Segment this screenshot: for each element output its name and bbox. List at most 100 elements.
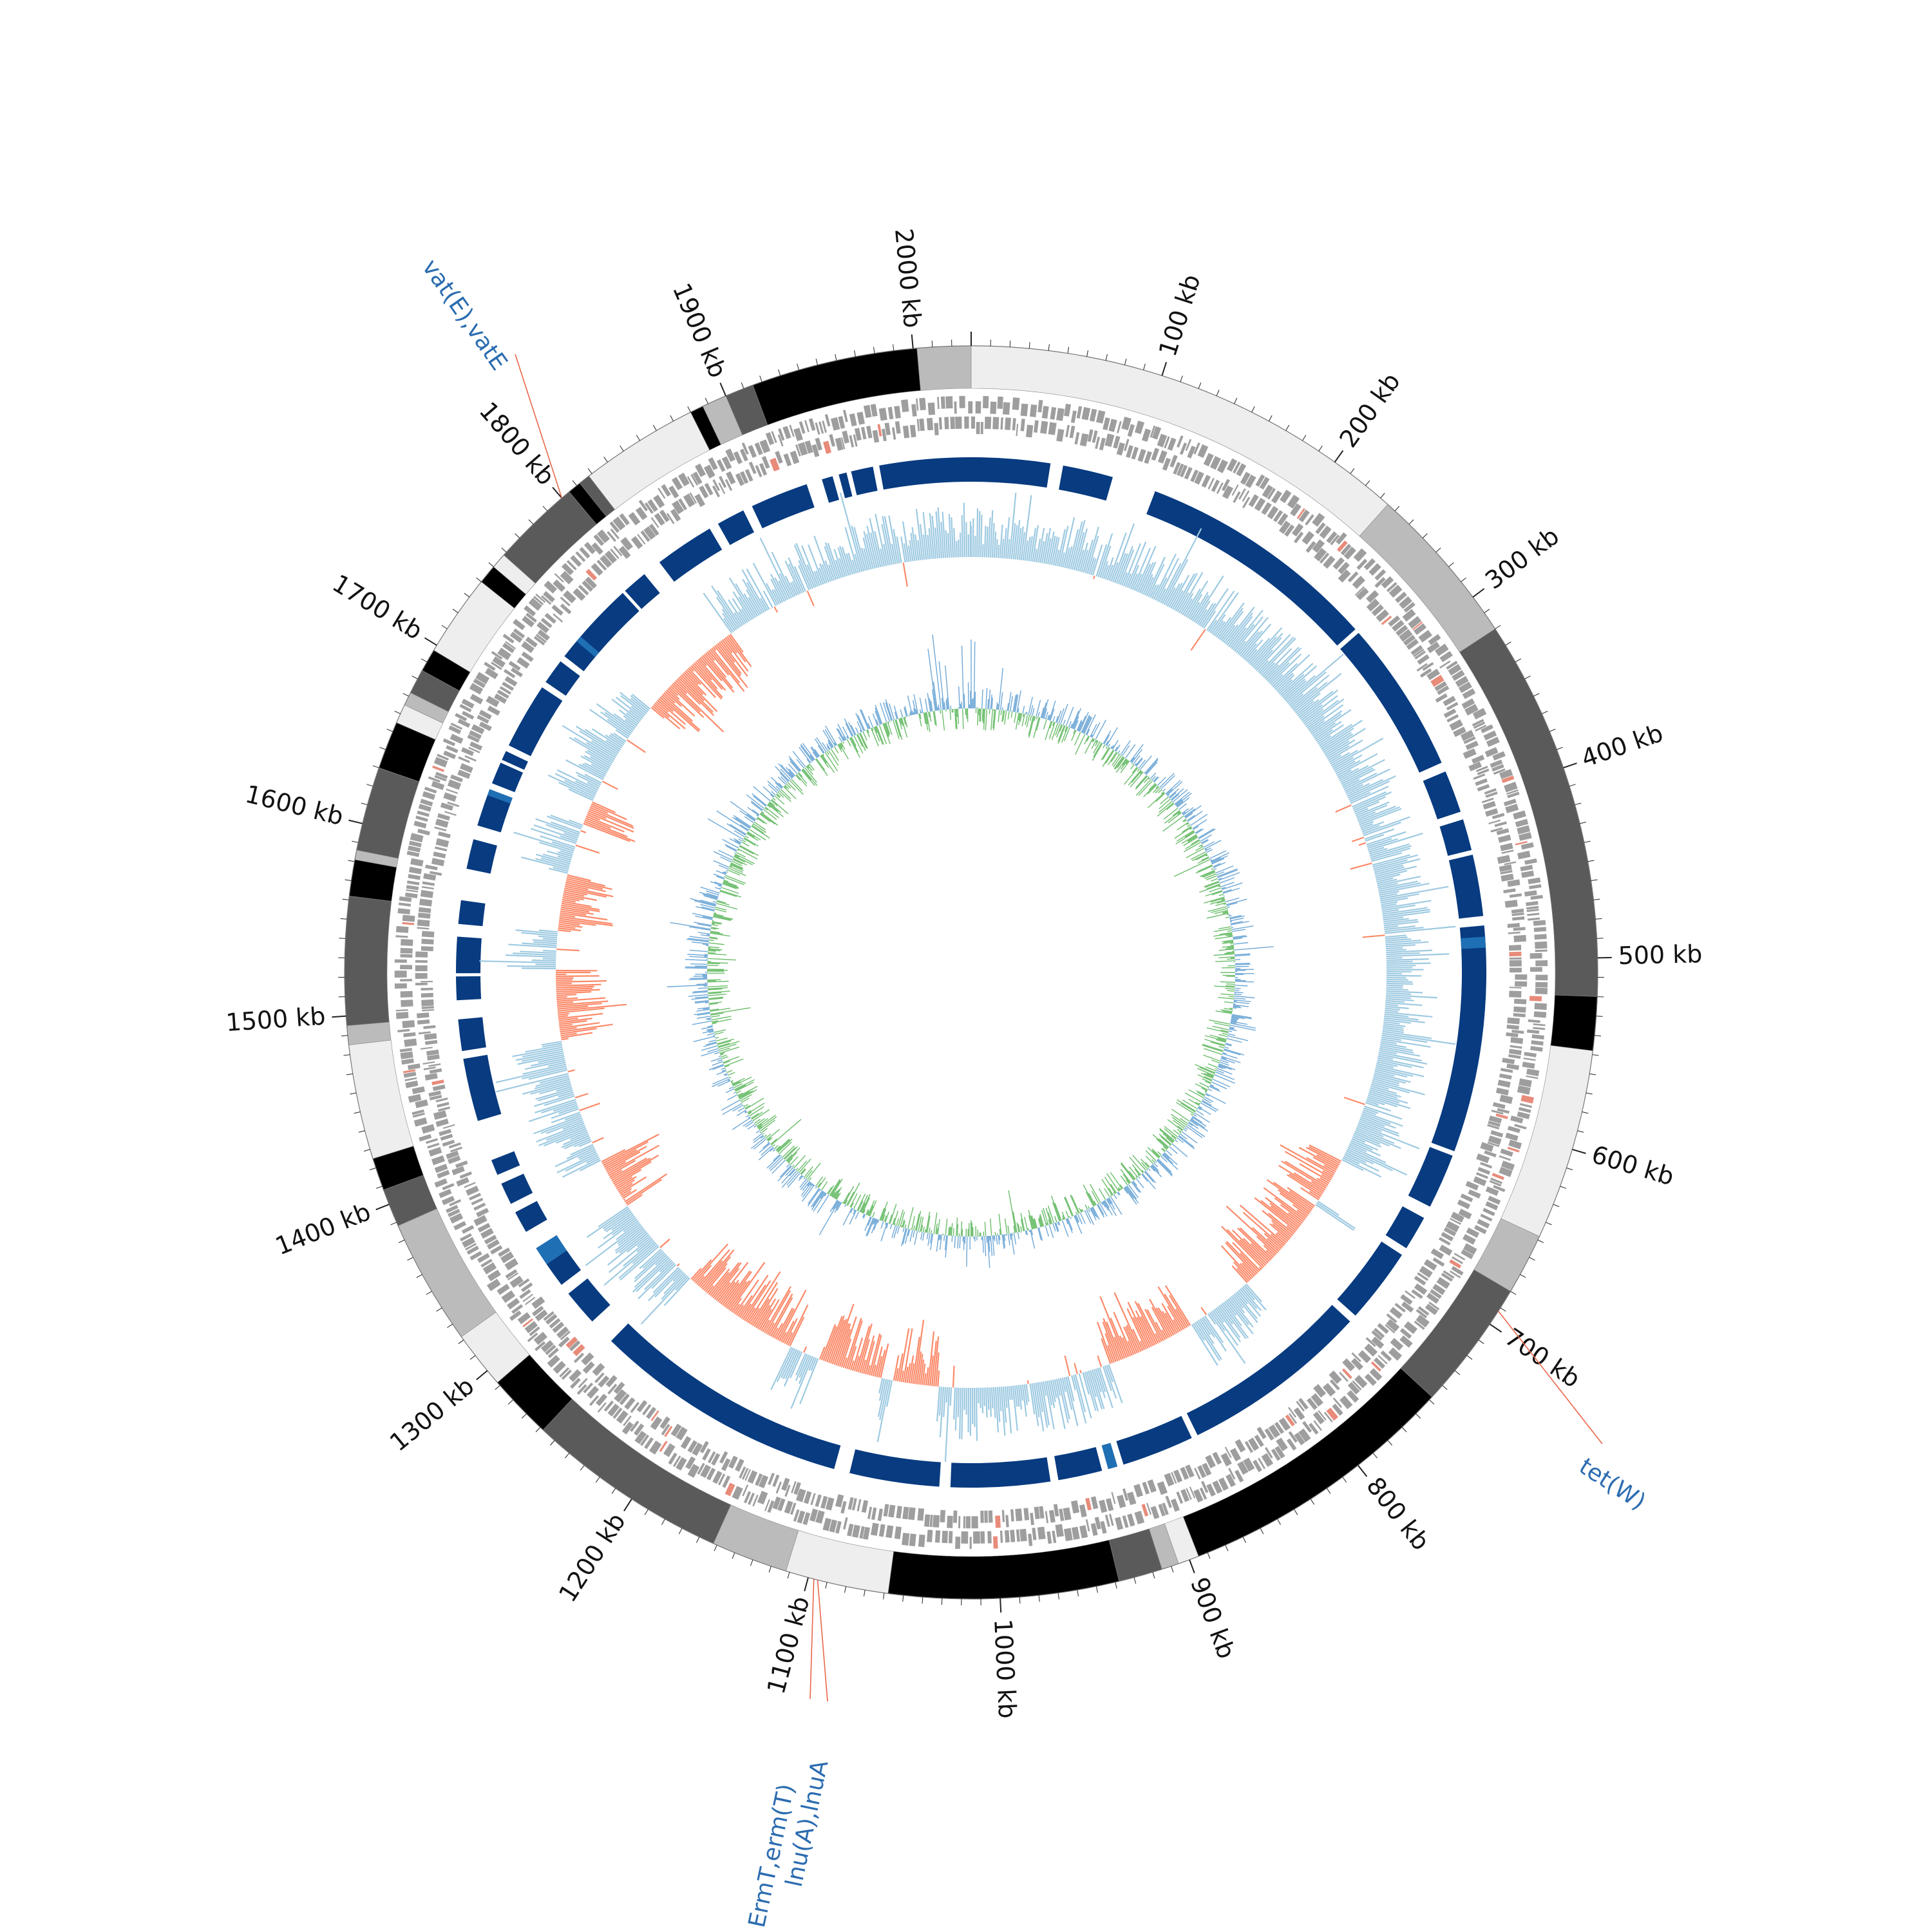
gc-below-mean [1103,1318,1121,1361]
gc-below-mean [692,1259,712,1282]
gc-above-mean [639,1248,662,1269]
cds-feature [644,502,654,514]
cds-feature [1095,410,1106,424]
gc-skew-bar [1208,905,1227,912]
gc-above-mean [1031,1383,1039,1426]
gc-above-mean [648,1268,681,1302]
cds-feature [1137,448,1146,462]
minor-tick [611,1488,616,1494]
gc-skew-bar [1091,1191,1099,1204]
gc-skew-bar [1225,1043,1232,1046]
cds-feature [1386,1313,1397,1323]
cds-feature [1422,662,1434,671]
cds-feature [1528,1019,1540,1023]
gc-above-mean [574,780,598,793]
gc-skew-bar [1177,811,1181,815]
gc-skew-bar [872,1211,875,1218]
gc-above-mean [540,835,576,848]
gc-skew-bar [732,858,743,865]
gc-below-mean [663,692,676,704]
gc-skew-bar [904,707,907,717]
gc-below-mean [706,651,715,661]
cds-feature [1473,1176,1487,1186]
cds-feature [1483,730,1497,741]
gc-below-mean [1273,1182,1313,1210]
gc-skew-bar [1186,848,1205,858]
gc-above-mean [1054,1379,1066,1430]
gc-above-mean [983,1387,985,1406]
gc-skew-bar [1104,1200,1110,1208]
cds-feature [443,792,457,802]
gc-skew-bar [708,942,724,945]
gc-above-mean [1368,846,1385,853]
gc-above-mean [800,545,819,587]
gc-above-mean [1367,1094,1411,1110]
gc-above-mean [672,1271,683,1282]
gc-above-mean [575,725,620,753]
gc-below-mean [560,912,608,921]
gc-above-mean [540,1117,583,1134]
cds-feature [444,811,457,816]
cds-feature [1414,650,1426,659]
gc-skew-bar [1215,865,1234,874]
gc-above-mean [1376,877,1394,883]
gc-above-mean [1385,947,1403,950]
gc-skew-bar [713,914,734,920]
cds-feature [420,1046,433,1050]
cds-feature [1495,1087,1510,1096]
gc-skew-bar [728,1086,734,1090]
cds-feature [437,1170,450,1179]
gc-skew-bar [1135,779,1152,796]
gc-skew-bar [712,1018,732,1024]
gc-skew-bar [933,1212,938,1234]
minor-tick [1216,390,1220,396]
gc-above-mean [1379,1048,1421,1057]
gc-below-mean [1175,1308,1188,1328]
cds-feature [1329,1379,1340,1390]
cds-feature [450,1146,462,1153]
cds-feature [1503,799,1517,806]
cds-feature [650,1410,659,1421]
gc-skew-bar [820,755,829,768]
cds-feature [443,750,457,759]
cds-feature [1085,1519,1090,1532]
cds-feature [1399,1328,1412,1340]
minor-tick [1268,415,1273,422]
gc-above-mean [1323,728,1367,755]
gc-skew-bar [761,811,764,814]
cds-feature [1197,1465,1207,1479]
cds-feature [1517,850,1531,860]
cds-feature [1015,1508,1023,1522]
gc-below-mean [822,1326,837,1361]
gc-skew-bar [1113,755,1122,768]
gc-above-mean [1359,820,1374,828]
gc-above-mean [931,515,937,559]
gc-skew-bar [1204,1090,1208,1092]
gc-skew-bar [1124,1187,1137,1205]
gc-above-mean [604,712,633,733]
gc-below-mean [587,812,634,833]
gc-above-mean [1379,886,1449,900]
gc-skew-bar [770,1138,777,1145]
gc-below-mean [609,1170,623,1178]
cds-feature [417,919,430,927]
cds-feature [1235,1439,1246,1453]
gc-above-mean [1302,695,1338,723]
gc-above-mean [602,1209,631,1229]
gc-skew-bar [1123,1188,1128,1194]
gc-above-mean [631,694,651,710]
gc-above-mean [1197,609,1208,625]
gc-above-mean [799,1358,819,1405]
gc-above-mean [939,1387,945,1437]
cds-feature [1388,615,1401,627]
gc-skew-bar [734,856,746,863]
gc-skew-bar [941,697,944,710]
gc-above-mean [1281,665,1318,697]
cds-feature [1099,1499,1108,1513]
cds-feature [926,417,934,431]
gc-above-mean [1376,873,1401,881]
gc-below-mean [1265,1249,1274,1258]
gc-skew-bar [819,1200,840,1235]
gc-skew-bar [1120,1175,1128,1186]
cds-feature [464,755,477,762]
